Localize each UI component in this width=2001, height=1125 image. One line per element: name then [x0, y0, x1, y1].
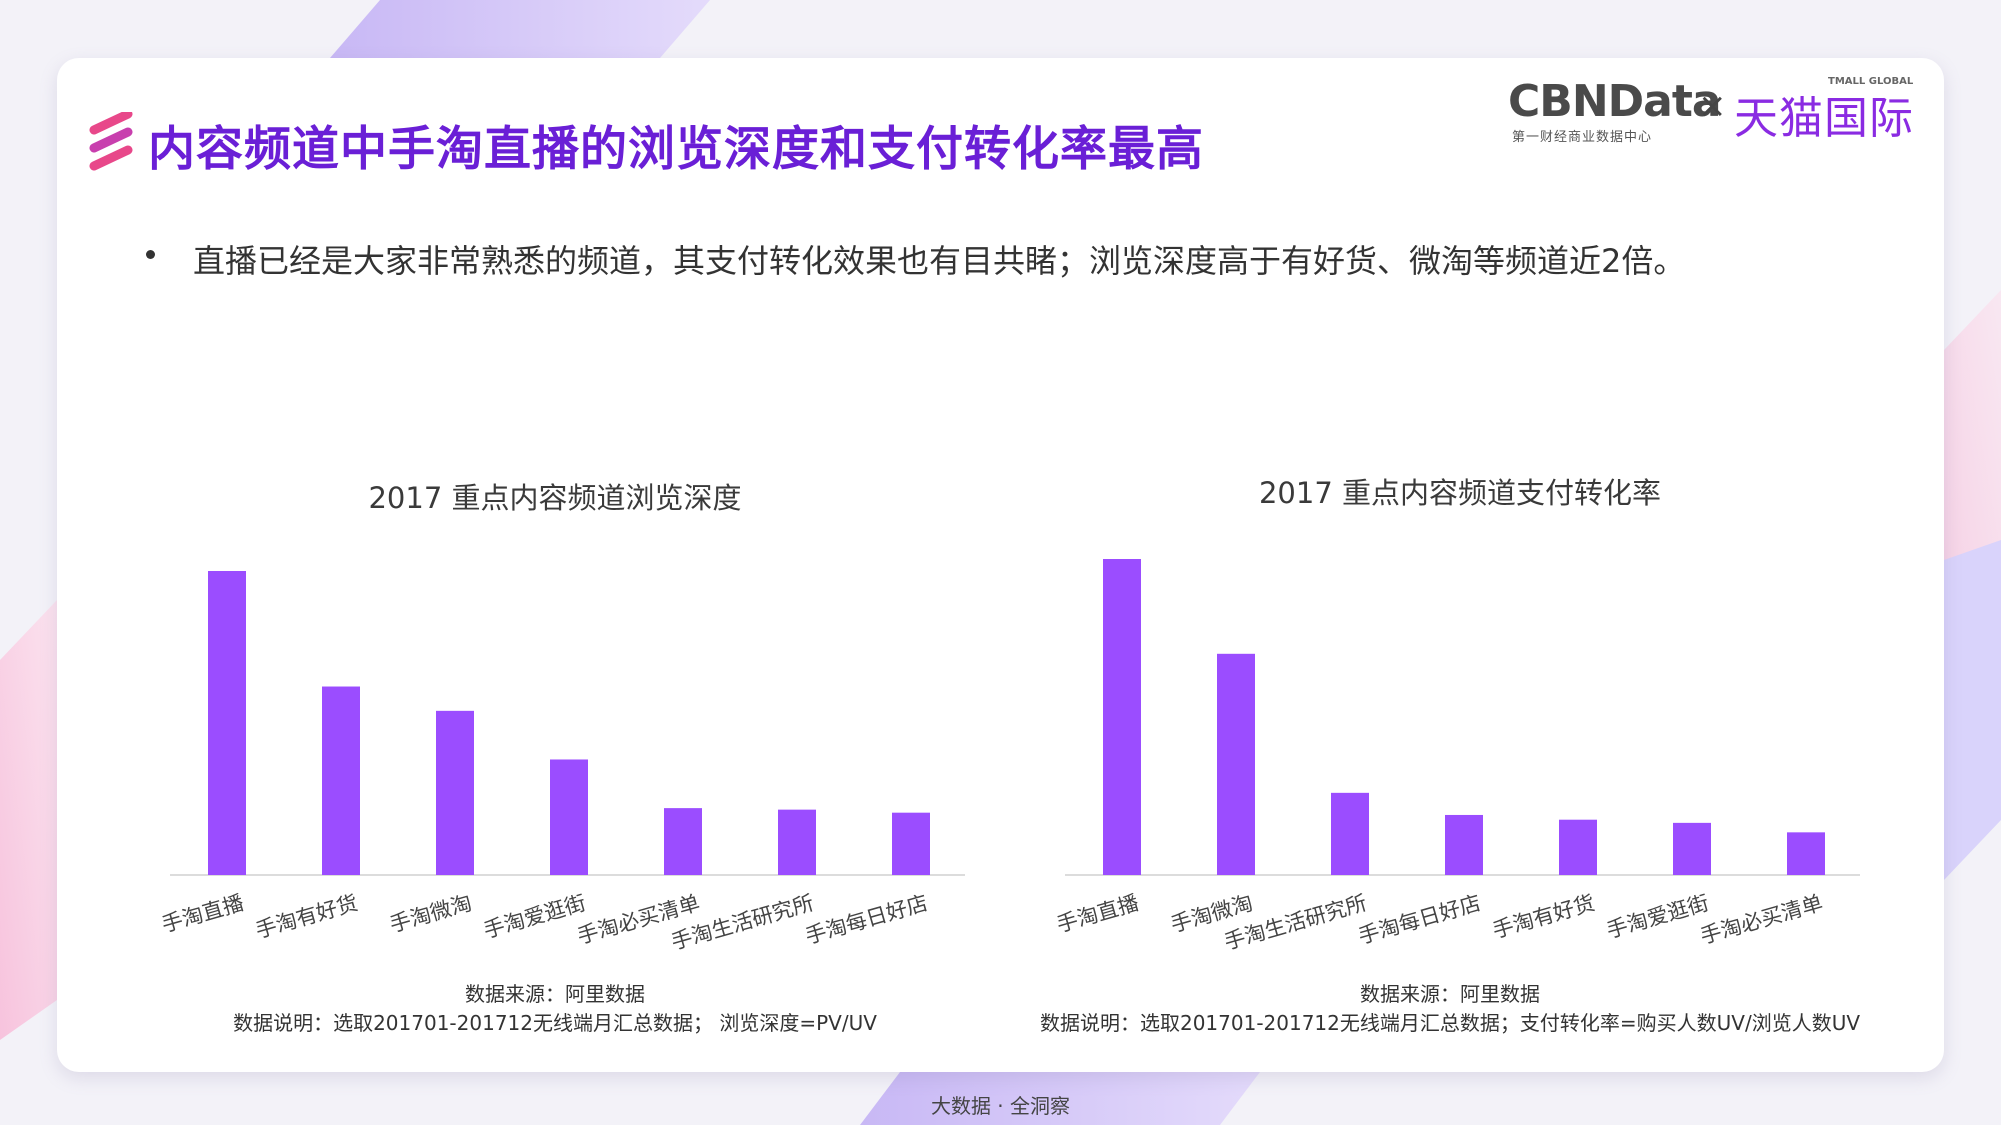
x-tick-label: 手淘每日好店: [803, 891, 931, 949]
chart-title: 2017 重点内容频道支付转化率: [1258, 476, 1662, 510]
x-tick-label: 手淘爱逛街: [1604, 891, 1712, 943]
footer-tagline: 大数据 · 全洞察: [930, 1094, 1071, 1118]
bar-4: [550, 759, 588, 875]
x-tick-label: 手淘爱逛街: [481, 891, 589, 943]
bar-1: [1103, 559, 1141, 875]
bar-6: [1673, 822, 1711, 875]
bar-5: [1559, 819, 1597, 875]
bar-6: [778, 809, 816, 875]
tmall-global-logo-text: TMALL GLOBAL: [1828, 76, 1914, 87]
bar-2: [322, 686, 360, 875]
data-note: 数据说明：选取201701-201712无线端月汇总数据； 浏览深度=PV/UV: [233, 1011, 877, 1035]
bar-1: [208, 571, 246, 875]
data-note: 数据说明：选取201701-201712无线端月汇总数据；支付转化率=购买人数U…: [1039, 1011, 1861, 1035]
x-tick-label: 手淘必买清单: [1698, 891, 1826, 949]
x-tick-label: 手淘直播: [1054, 891, 1141, 937]
cbndata-logo-text: CBNData: [1508, 76, 1722, 127]
bar-3: [436, 710, 474, 875]
chart-notes: 数据来源：阿里数据 数据说明：选取201701-201712无线端月汇总数据； …: [140, 980, 970, 1038]
logo-times-sign: ×: [1698, 86, 1727, 126]
bar-2: [1217, 653, 1255, 875]
bar-7: [1787, 832, 1825, 875]
x-tick-label: 手淘有好货: [253, 891, 361, 943]
bullet-dot: [146, 250, 155, 259]
x-tick-label: 手淘直播: [159, 891, 246, 937]
chart-notes: 数据来源：阿里数据 数据说明：选取201701-201712无线端月汇总数据；支…: [995, 980, 1905, 1038]
bar-7: [892, 812, 930, 875]
content-card: [57, 58, 1944, 1072]
bullet-text: 直播已经是大家非常熟悉的频道，其支付转化效果也有目共睹；浏览深度高于有好货、微淘…: [193, 242, 1686, 280]
chart-browse-depth: 2017 重点内容频道浏览深度 手淘直播 手淘有好货 手淘微淘 手淘爱逛街 手淘必买清单…: [140, 465, 1020, 1045]
bar-4: [1445, 814, 1483, 875]
brand-logo: CBNData 第一财经商业数据中心 × 天猫国际 TMALL GLOBAL: [1508, 76, 1918, 146]
x-tick-label: 手淘有好货: [1490, 891, 1598, 943]
cbndata-logo-subtitle: 第一财经商业数据中心: [1512, 130, 1653, 145]
bar-3: [1331, 792, 1369, 875]
chart-title: 2017 重点内容频道浏览深度: [368, 481, 742, 515]
x-tick-label: 手淘微淘: [387, 891, 474, 937]
data-source: 数据来源：阿里数据: [465, 982, 645, 1006]
tmall-logo-text: 天猫国际: [1734, 93, 1914, 144]
stripes-icon: [89, 112, 133, 171]
bar-5: [664, 808, 702, 875]
data-source: 数据来源：阿里数据: [1360, 982, 1540, 1006]
chart-payment-conversion: 2017 重点内容频道支付转化率 手淘直播 手淘微淘 手淘生活研究所 手淘每日好店 手淘…: [1035, 465, 1915, 1045]
page-title: 内容频道中手淘直播的浏览深度和支付转化率最高: [148, 122, 1204, 177]
x-tick-label: 手淘每日好店: [1356, 891, 1484, 949]
